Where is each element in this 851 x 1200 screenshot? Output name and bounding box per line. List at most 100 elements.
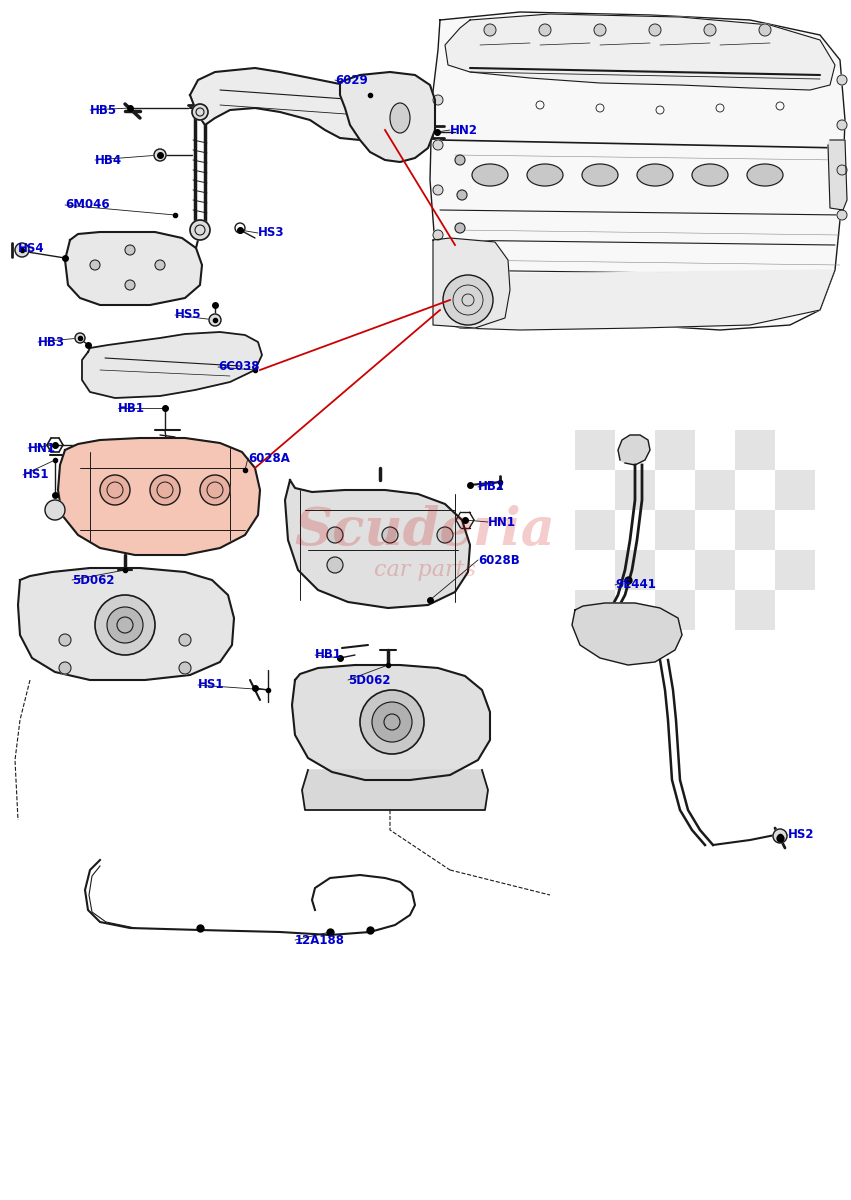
Bar	[735, 510, 775, 550]
Polygon shape	[572, 602, 682, 665]
Circle shape	[437, 527, 453, 542]
Circle shape	[179, 634, 191, 646]
Text: HS1: HS1	[23, 468, 49, 481]
Circle shape	[125, 245, 135, 254]
Circle shape	[372, 702, 412, 742]
Text: HB4: HB4	[95, 154, 123, 167]
Circle shape	[150, 475, 180, 505]
Ellipse shape	[472, 164, 508, 186]
Circle shape	[455, 223, 465, 233]
Circle shape	[649, 24, 661, 36]
Circle shape	[360, 690, 424, 754]
Text: HN1: HN1	[28, 442, 56, 455]
Ellipse shape	[637, 164, 673, 186]
Bar	[615, 550, 655, 590]
Bar	[695, 550, 735, 590]
Polygon shape	[58, 438, 260, 554]
Bar	[575, 590, 615, 630]
Circle shape	[539, 24, 551, 36]
Circle shape	[200, 475, 230, 505]
Circle shape	[433, 140, 443, 150]
Ellipse shape	[692, 164, 728, 186]
Text: HB5: HB5	[90, 103, 117, 116]
Polygon shape	[435, 270, 835, 330]
Polygon shape	[18, 568, 234, 680]
Circle shape	[704, 24, 716, 36]
Bar	[735, 430, 775, 470]
Circle shape	[773, 829, 787, 842]
Circle shape	[107, 607, 143, 643]
Circle shape	[179, 662, 191, 674]
Text: 5D062: 5D062	[72, 574, 115, 587]
Circle shape	[594, 24, 606, 36]
Text: 12A188: 12A188	[295, 934, 345, 947]
Circle shape	[759, 24, 771, 36]
Circle shape	[433, 185, 443, 194]
Circle shape	[90, 260, 100, 270]
Circle shape	[837, 210, 847, 220]
Bar	[655, 590, 695, 630]
Ellipse shape	[747, 164, 783, 186]
Polygon shape	[302, 770, 488, 810]
Text: HB3: HB3	[38, 336, 65, 348]
Bar	[655, 430, 695, 470]
Text: 6028B: 6028B	[478, 553, 520, 566]
Text: HS1: HS1	[198, 678, 225, 691]
Bar	[655, 510, 695, 550]
Circle shape	[100, 475, 130, 505]
Polygon shape	[65, 232, 202, 305]
Circle shape	[327, 557, 343, 572]
Circle shape	[190, 220, 210, 240]
Circle shape	[455, 155, 465, 164]
Circle shape	[837, 74, 847, 85]
Text: 6M046: 6M046	[65, 198, 110, 211]
Text: 5D062: 5D062	[348, 673, 391, 686]
Polygon shape	[82, 332, 262, 398]
Text: 9E441: 9E441	[615, 578, 656, 592]
Polygon shape	[285, 480, 470, 608]
Circle shape	[327, 527, 343, 542]
Polygon shape	[292, 665, 490, 780]
Text: HB1: HB1	[118, 402, 145, 414]
Text: car parts: car parts	[374, 559, 476, 581]
Bar	[775, 470, 815, 510]
Polygon shape	[445, 14, 835, 90]
Text: HB2: HB2	[478, 480, 505, 493]
Polygon shape	[430, 12, 845, 330]
Circle shape	[837, 120, 847, 130]
Bar	[775, 550, 815, 590]
Bar	[735, 590, 775, 630]
Text: HS3: HS3	[258, 227, 284, 240]
Circle shape	[433, 95, 443, 104]
Circle shape	[15, 242, 29, 257]
Polygon shape	[340, 72, 435, 162]
Bar	[615, 470, 655, 510]
Ellipse shape	[582, 164, 618, 186]
Bar	[695, 470, 735, 510]
Text: Scuderia: Scuderia	[294, 504, 556, 556]
Circle shape	[209, 314, 221, 326]
Circle shape	[192, 104, 208, 120]
Text: HS4: HS4	[18, 241, 44, 254]
Circle shape	[837, 164, 847, 175]
Polygon shape	[190, 68, 388, 140]
Circle shape	[125, 280, 135, 290]
Circle shape	[155, 260, 165, 270]
Ellipse shape	[527, 164, 563, 186]
Bar	[575, 430, 615, 470]
Polygon shape	[828, 140, 847, 210]
Polygon shape	[433, 238, 510, 328]
Circle shape	[443, 275, 493, 325]
Circle shape	[59, 634, 71, 646]
Ellipse shape	[390, 103, 410, 133]
Polygon shape	[618, 434, 650, 464]
Circle shape	[484, 24, 496, 36]
Bar	[575, 510, 615, 550]
Circle shape	[95, 595, 155, 655]
Text: HB1: HB1	[315, 648, 342, 661]
Text: HS5: HS5	[175, 308, 202, 322]
Circle shape	[433, 230, 443, 240]
Circle shape	[154, 149, 166, 161]
Text: 6028A: 6028A	[248, 451, 290, 464]
Circle shape	[457, 190, 467, 200]
